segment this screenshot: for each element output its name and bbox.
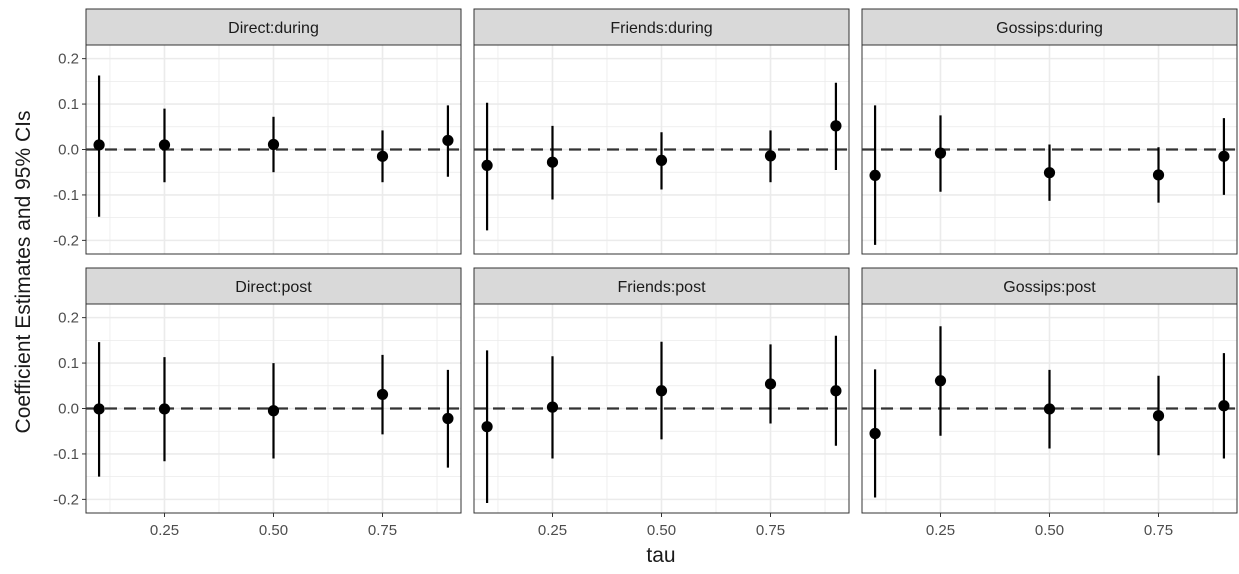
panels-layer: Direct:during 0.2 0.1 0.0 -0.1 -0.2 Friends:du… [53, 8, 1238, 539]
point-estimate [93, 403, 105, 415]
facet-panel: Direct:during 0.2 0.1 0.0 -0.1 -0.2 [53, 8, 462, 255]
facet-strip-label: Gossips:post [1003, 279, 1096, 296]
facet-strip-label: Friends:post [617, 279, 706, 296]
facet-panel: Gossips:post 0.25 0.50 0.75 [861, 267, 1238, 539]
y-tick-label: 0.1 [58, 355, 79, 372]
point-estimate [830, 120, 842, 132]
point-estimate [442, 134, 454, 147]
facet-strip-label: Friends:during [610, 20, 712, 37]
point-estimate [267, 138, 280, 151]
facet-strip [85, 8, 462, 46]
point-estimate [442, 412, 454, 425]
x-tick-label: 0.75 [756, 522, 785, 539]
x-tick-label: 0.25 [926, 522, 955, 539]
x-tick-label: 0.50 [647, 522, 676, 539]
point-estimate [1043, 167, 1056, 179]
y-tick-label: 0.2 [58, 51, 79, 68]
point-estimate [655, 154, 668, 167]
facet-strip-label: Direct:post [235, 279, 312, 296]
point-estimate [1152, 410, 1165, 422]
point-estimate [481, 421, 493, 433]
point-estimate [764, 150, 777, 162]
facet-strip-label: Direct:during [228, 20, 319, 37]
y-tick-label: -0.2 [53, 491, 79, 508]
point-estimate [158, 403, 171, 415]
facet-strip [85, 267, 462, 305]
y-tick-label: 0.2 [58, 310, 79, 327]
point-estimate [830, 385, 842, 397]
x-tick-label: 0.50 [1035, 522, 1064, 539]
point-estimate [376, 388, 389, 401]
point-estimate [1218, 400, 1230, 412]
y-tick-label: 0.0 [58, 401, 79, 418]
x-tick-label: 0.25 [538, 522, 567, 539]
point-estimate [1218, 150, 1230, 162]
facet-strip [861, 267, 1238, 305]
facet-panel: Friends:post 0.25 0.50 0.75 [473, 267, 850, 539]
y-axis-label: Coefficient Estimates and 95% CIs [12, 111, 35, 434]
facet-strip [861, 8, 1238, 46]
facet-panel: Direct:post 0.2 0.1 0.0 -0.1 -0.2 0.25 0.50 0.75 [53, 267, 462, 539]
y-tick-label: 0.1 [58, 96, 79, 113]
y-tick-label: -0.2 [53, 232, 79, 249]
facet-strip-label: Gossips:during [996, 20, 1103, 37]
point-estimate [869, 169, 881, 181]
point-estimate [546, 156, 559, 168]
x-tick-label: 0.25 [150, 522, 179, 539]
point-estimate [481, 159, 493, 172]
facet-strip [473, 8, 850, 46]
point-estimate [869, 427, 881, 440]
panel-border [473, 44, 850, 255]
facet-panel: Friends:during [473, 8, 850, 255]
point-estimate [1043, 403, 1056, 415]
point-estimate [93, 139, 105, 151]
panel-border [861, 44, 1238, 255]
y-tick-label: -0.1 [53, 187, 79, 204]
y-tick-label: -0.1 [53, 446, 79, 463]
x-tick-label: 0.75 [368, 522, 397, 539]
point-estimate [267, 405, 280, 417]
point-estimate [1152, 169, 1165, 181]
point-estimate [764, 378, 777, 390]
point-estimate [934, 375, 947, 387]
point-estimate [655, 385, 668, 397]
point-estimate [546, 401, 559, 413]
point-estimate [158, 139, 171, 151]
y-tick-label: 0.0 [58, 142, 79, 159]
point-estimate [376, 150, 389, 162]
x-tick-label: 0.50 [259, 522, 288, 539]
facet-panel: Gossips:during [861, 8, 1238, 255]
x-tick-label: 0.75 [1144, 522, 1173, 539]
x-axis-label: tau [646, 544, 675, 567]
point-estimate [934, 147, 947, 159]
